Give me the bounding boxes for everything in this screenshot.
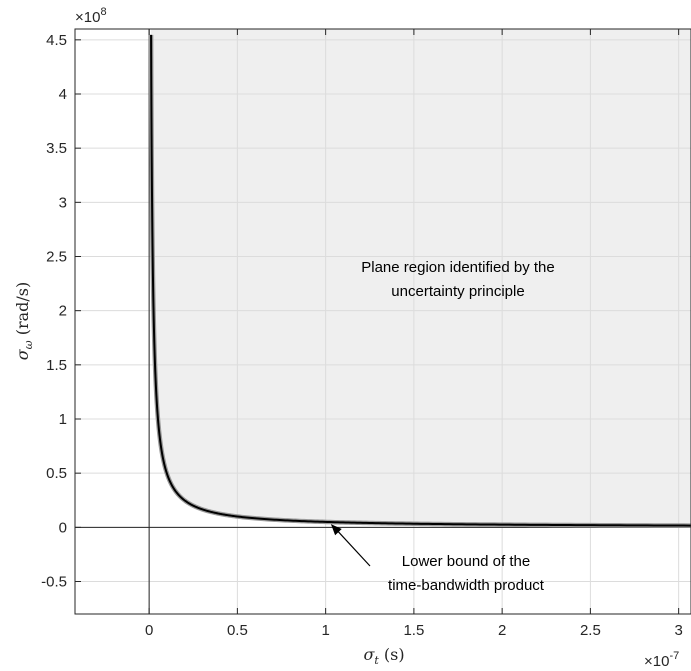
bound-annotation-line-0: Lower bound of the <box>402 553 530 570</box>
arrow-head <box>330 524 342 536</box>
ticks: 0 0.5 1 1.5 2 2.5 3 -0.5 0 0.5 1 1.5 2 2.5 3 3.5 4 4.5 <box>41 29 683 639</box>
x-axis-label-subscript: t <box>374 654 379 667</box>
y-exponent-value: 8 <box>100 6 106 18</box>
x-axis-label-unit: (s) <box>379 645 405 664</box>
x-axis-label: σt (s) <box>363 645 404 667</box>
y-axis-label-subscript: ω <box>22 340 35 349</box>
region-annotation-line-1: uncertainty principle <box>391 283 524 300</box>
annotation-arrow <box>330 524 371 567</box>
bound-annotation-line-1: time-bandwidth product <box>388 577 545 594</box>
uncertainty-region <box>151 29 691 526</box>
x-exponent-value: -7 <box>669 650 679 662</box>
x-tick-label-4: 2 <box>498 622 506 639</box>
x-tick-label-6: 3 <box>674 622 682 639</box>
y-tick-label-4: 1.5 <box>46 357 67 374</box>
y-tick-label-5: 2 <box>59 303 67 320</box>
plot-area <box>75 29 691 614</box>
y-tick-label-0: -0.5 <box>41 574 67 591</box>
y-axis-label-unit: (rad/s) <box>13 282 32 341</box>
x-tick-label-1: 0.5 <box>227 622 248 639</box>
y-tick-label-7: 3 <box>59 194 67 211</box>
x-tick-label-0: 0 <box>145 622 153 639</box>
y-tick-label-9: 4 <box>59 86 67 103</box>
region-annotation: Plane region identified by the uncertaint… <box>361 259 554 300</box>
bound-annotation: Lower bound of the time-bandwidth product <box>388 553 545 594</box>
y-tick-label-3: 1 <box>59 411 67 428</box>
x-tick-label-2: 1 <box>321 622 329 639</box>
y-tick-label-10: 4.5 <box>46 32 67 49</box>
y-tick-label-2: 0.5 <box>46 465 67 482</box>
lower-bound-curve <box>150 34 691 527</box>
y-tick-label-6: 2.5 <box>46 249 67 266</box>
axes-box <box>74 28 691 615</box>
x-tick-label-3: 1.5 <box>403 622 424 639</box>
y-exponent-label: ×108 <box>75 6 107 26</box>
region-annotation-line-0: Plane region identified by the <box>361 259 554 276</box>
x-tick-label-5: 2.5 <box>580 622 601 639</box>
y-axis-label: σω (rad/s) <box>13 282 35 361</box>
arrow-shaft <box>334 527 371 567</box>
y-tick-label-1: 0 <box>59 519 67 536</box>
y-tick-label-8: 3.5 <box>46 140 67 157</box>
